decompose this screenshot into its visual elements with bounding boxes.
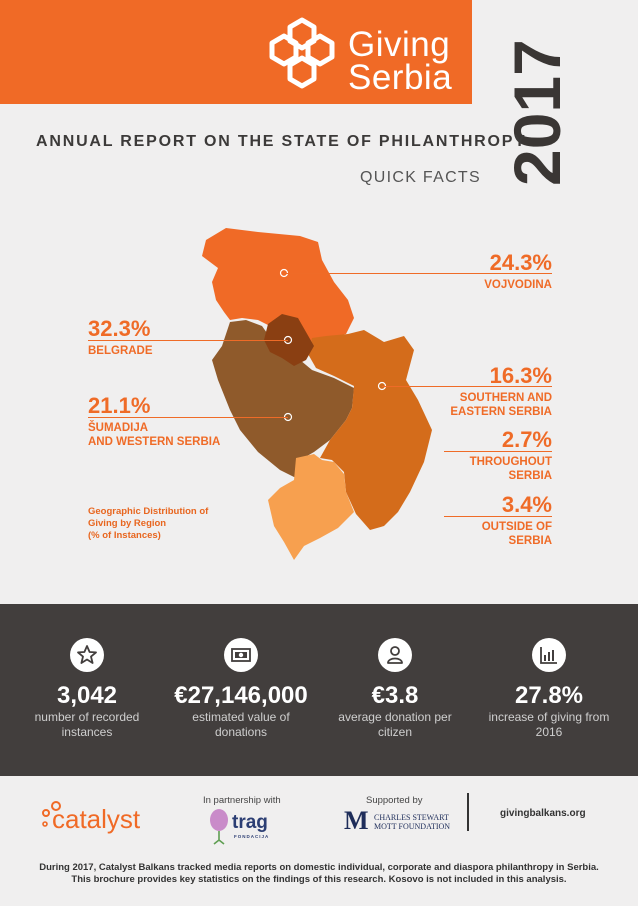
bar-chart-icon (532, 638, 566, 672)
brand-name: Giving Serbia (348, 25, 453, 97)
vojvodina-percent: 24.3% (489, 250, 552, 275)
brand-line2: Serbia (348, 58, 453, 97)
belgrade-leader-line (88, 340, 288, 341)
partnership-label: In partnership with (203, 795, 281, 806)
footer-line2: This brochure provides key statistics on… (71, 874, 567, 885)
sumadija-label-line2: AND WESTERN SERBIA (88, 436, 221, 448)
stat-increase-value: 27.8% (514, 682, 584, 709)
brand-line1: Giving (348, 25, 451, 64)
vojvodina-label: VOJVODINA (484, 279, 552, 291)
stat-average: €3.8 average donation per citizen (320, 638, 470, 740)
mott-wordmark: CHARLES STEWART MOTT FOUNDATION (374, 813, 450, 831)
year-text: 2017 (500, 39, 574, 186)
stat-instances-desc-line1: number of recorded (34, 710, 140, 724)
outside-label: OUTSIDE OF SERBIA (432, 520, 552, 548)
mott-m-icon: M (344, 806, 369, 835)
stat-increase-desc: increase of giving from 2016 (474, 710, 624, 740)
banknote-icon (224, 638, 258, 672)
stat-instances-value: 3,042 (56, 682, 118, 709)
catalyst-wordmark: catalyst (52, 804, 141, 834)
southern-leader-line (382, 386, 552, 387)
sumadija-label: ŠUMADIJA AND WESTERN SERBIA (88, 421, 220, 449)
vojvodina-leader-line (284, 273, 552, 274)
stat-value-desc-line1: estimated value of (192, 710, 290, 724)
star-icon (70, 638, 104, 672)
map-caption-line3: (% of Instances) (88, 530, 161, 541)
map-region-sumadija (212, 320, 354, 478)
stat-instances-desc: number of recorded instances (12, 710, 162, 740)
stats-band (0, 604, 638, 776)
mott-line2: MOTT FOUNDATION (374, 822, 451, 831)
stat-increase-desc-line1: increase of giving from (488, 710, 610, 724)
sumadija-label-line1: ŠUMADIJA (88, 422, 149, 434)
southern-percent: 16.3% (489, 363, 552, 388)
website-link[interactable]: givingbalkans.org (500, 808, 586, 819)
stat-instances-desc-line2: instances (61, 725, 113, 739)
supported-by-label: Supported by (366, 795, 423, 806)
report-title: ANNUAL REPORT ON THE STATE OF PHILANTHRO… (36, 133, 527, 150)
stat-average-desc-line2: citizen (377, 725, 412, 739)
partner-divider (467, 793, 469, 831)
trag-wordmark: trag (232, 812, 268, 833)
map-caption-line2: Giving by Region (88, 518, 167, 529)
map-caption: Geographic Distribution of Giving by Reg… (88, 506, 208, 542)
trag-sub: FONDACIJA (234, 834, 270, 839)
quick-facts-subtitle: QUICK FACTS (360, 169, 481, 186)
map-region-vojvodina (202, 228, 354, 342)
belgrade-label: BELGRADE (88, 345, 153, 357)
giving-serbia-logo-icon (269, 17, 335, 89)
outside-rule (444, 516, 552, 517)
throughout-label: THROUGHOUT SERBIA (432, 455, 552, 483)
outside-percent: 3.4% (501, 492, 552, 517)
throughout-rule (444, 451, 552, 452)
southern-label-line2: EASTERN SERBIA (450, 406, 552, 418)
person-icon (378, 638, 412, 672)
catalyst-dots-icon (42, 801, 61, 827)
stat-value: €27,146,000 estimated value of donations (166, 638, 316, 740)
map-region-belgrade (264, 314, 314, 366)
belgrade-percent: 32.3% (88, 316, 151, 341)
southern-label: SOUTHERN AND EASTERN SERBIA (412, 391, 552, 419)
stat-average-desc-line1: average donation per (338, 710, 452, 724)
map-region-outside (268, 454, 354, 560)
stat-instances: 3,042 number of recorded instances (12, 638, 162, 740)
stat-value-desc-line2: donations (214, 725, 268, 739)
serbia-region-map (202, 228, 432, 560)
map-caption-line1: Geographic Distribution of (88, 506, 209, 517)
map-region-southern-eastern (308, 330, 432, 530)
throughout-percent: 2.7% (501, 427, 552, 452)
footer-line1: During 2017, Catalyst Balkans tracked me… (39, 862, 599, 873)
footer-note: During 2017, Catalyst Balkans tracked me… (0, 862, 638, 886)
throughout-label-line2: SERBIA (508, 470, 552, 482)
fingerprint-icon (210, 809, 228, 845)
sumadija-percent: 21.1% (88, 393, 151, 418)
outside-label-line1: OUTSIDE OF (481, 521, 552, 533)
stat-value-desc: estimated value of donations (166, 710, 316, 740)
year-label: 2017 (500, 39, 574, 186)
southern-label-line1: SOUTHERN AND (459, 392, 552, 404)
stat-increase: 27.8% increase of giving from 2016 (474, 638, 624, 740)
outside-label-line2: SERBIA (508, 535, 552, 547)
stat-value-value: €27,146,000 (174, 682, 308, 709)
mott-line1: CHARLES STEWART (374, 813, 449, 822)
header-banner (0, 0, 472, 104)
throughout-label-line1: THROUGHOUT (469, 456, 552, 468)
stat-average-desc: average donation per citizen (320, 710, 470, 740)
stat-increase-desc-line2: 2016 (535, 725, 563, 739)
stat-average-value: €3.8 (371, 682, 419, 709)
sumadija-leader-line (88, 417, 288, 418)
